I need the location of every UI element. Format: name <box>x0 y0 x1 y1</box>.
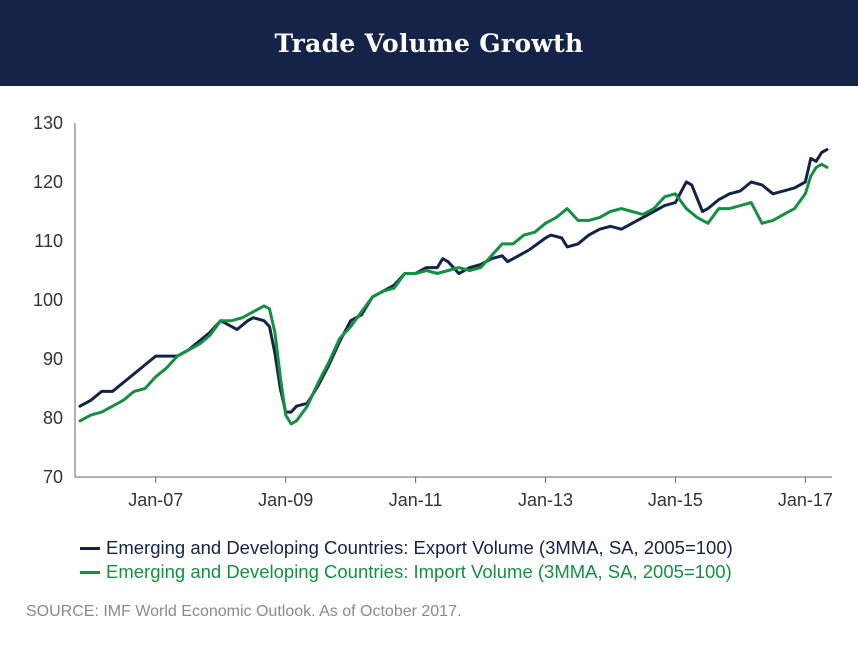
y-tick-label: 70 <box>43 467 63 487</box>
y-tick-label: 100 <box>33 290 63 310</box>
legend-item-export: Emerging and Developing Countries: Expor… <box>80 536 733 560</box>
legend-item-import: Emerging and Developing Countries: Impor… <box>80 560 733 584</box>
y-tick-label: 120 <box>33 172 63 192</box>
legend-label-import: Emerging and Developing Countries: Impor… <box>106 561 732 582</box>
series-line-import <box>78 162 829 426</box>
y-tick-label: 90 <box>43 349 63 369</box>
y-tick-label: 110 <box>34 231 63 251</box>
legend-label-export: Emerging and Developing Countries: Expor… <box>106 537 733 558</box>
chart-title: Trade Volume Growth <box>274 28 584 58</box>
line-chart: 70 80 90 100 110 120 130 Jan-07 Jan-09 Jan-11 Jan-… <box>33 113 833 510</box>
x-tick-label: Jan-17 <box>778 490 833 510</box>
legend-swatch-export <box>80 546 100 550</box>
chart-legend: Emerging and Developing Countries: Expor… <box>80 536 733 584</box>
x-tick-label: Jan-07 <box>128 490 183 510</box>
x-tick-label: Jan-15 <box>648 490 703 510</box>
x-tick-label: Jan-11 <box>389 490 443 510</box>
legend-swatch-import <box>80 570 100 574</box>
x-tick-label: Jan-13 <box>518 490 573 510</box>
x-tick-label: Jan-09 <box>258 490 313 510</box>
series-line-export <box>78 148 829 414</box>
chart-header-bar: Trade Volume Growth <box>0 0 858 86</box>
y-tick-label: 80 <box>43 408 63 428</box>
y-tick-label: 130 <box>33 113 63 133</box>
source-note: SOURCE: IMF World Economic Outlook. As o… <box>26 603 462 620</box>
